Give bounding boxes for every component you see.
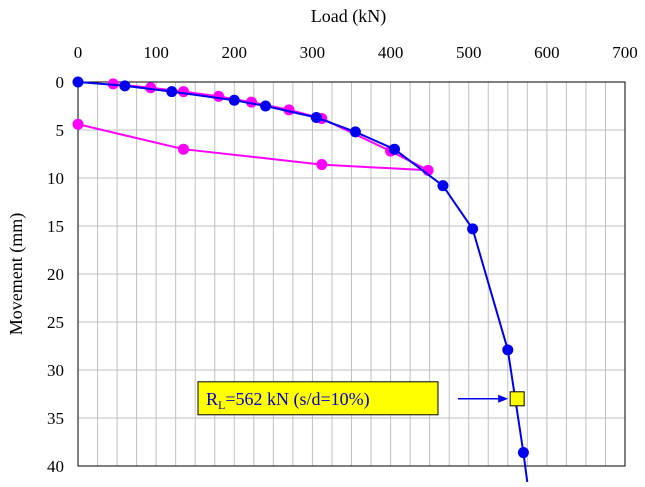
data-point: [166, 86, 178, 98]
data-point: [517, 447, 529, 459]
series-line: [77, 82, 429, 172]
x-axis-title: Load (kN): [311, 6, 386, 27]
x-tick-label: 700: [612, 43, 638, 62]
x-tick-label: 100: [143, 43, 169, 62]
data-point: [388, 143, 400, 155]
data-point: [213, 90, 225, 102]
annotation-marker-square: [509, 391, 525, 407]
data-point: [260, 100, 272, 112]
data-point: [119, 80, 131, 92]
annotation-label-subscript: L: [218, 398, 225, 412]
series-layer: [72, 76, 529, 483]
tick-labels: 0 100 200 300 400 500 600 700 0 5 10 15 20 25 30 35 40: [47, 43, 638, 476]
x-tick-label: 600: [534, 43, 560, 62]
data-point: [228, 94, 240, 106]
data-point: [72, 118, 84, 130]
annotation-label: RL=562 kN (s/d=10%): [206, 389, 370, 412]
y-tick-label: 10: [47, 169, 64, 188]
data-point: [502, 344, 514, 356]
data-point: [349, 126, 361, 138]
y-tick-label: 35: [47, 409, 64, 428]
y-tick-label: 5: [56, 121, 65, 140]
y-tick-label: 0: [56, 73, 65, 92]
data-point: [72, 76, 84, 88]
x-tick-label: 400: [378, 43, 404, 62]
plot-area-frame: [77, 81, 626, 467]
data-point: [467, 223, 479, 235]
data-point: [145, 82, 157, 94]
x-tick-label: 300: [300, 43, 326, 62]
data-point: [177, 143, 189, 155]
annotation: RL=562 kN (s/d=10%): [197, 381, 525, 416]
y-tick-label: 30: [47, 361, 64, 380]
annotation-box: [197, 381, 439, 416]
x-tick-label: 500: [456, 43, 482, 62]
data-point: [310, 112, 322, 124]
y-tick-label: 20: [47, 265, 64, 284]
x-tick-label: 200: [222, 43, 248, 62]
y-tick-label: 15: [47, 217, 64, 236]
data-point: [316, 159, 328, 171]
data-point: [437, 180, 449, 192]
annotation-arrowhead: [498, 394, 509, 403]
series-line: [77, 81, 529, 483]
y-axis-title: Movement (mm): [6, 213, 27, 335]
y-tick-label: 40: [47, 457, 64, 476]
data-point: [177, 86, 189, 98]
annotation-label-rest: =562 kN (s/d=10%): [225, 389, 369, 410]
y-tick-label: 25: [47, 313, 64, 332]
x-tick-label: 0: [74, 43, 83, 62]
annotation-label-main: R: [206, 389, 218, 409]
